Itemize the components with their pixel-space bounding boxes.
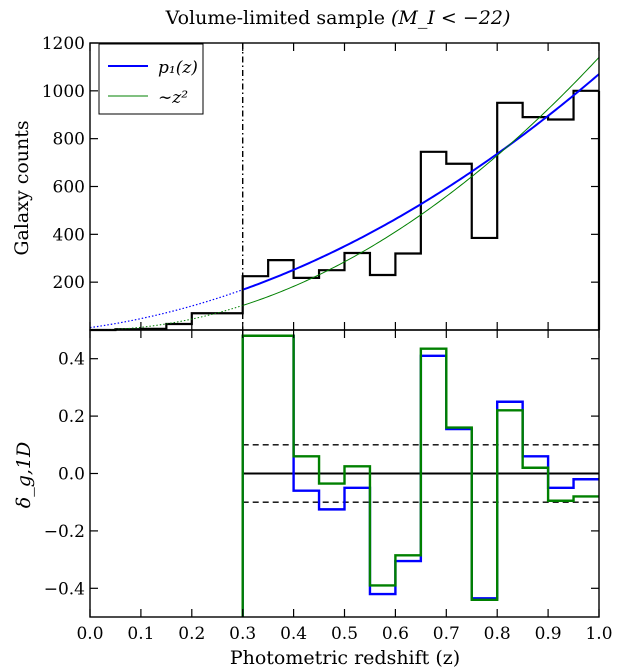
- chart-title-math: (M_I < −22): [391, 7, 510, 29]
- top-y-tick-label: 800: [53, 130, 85, 150]
- top-y-tick-label: 400: [53, 225, 85, 245]
- x-tick-label: 1.0: [585, 624, 612, 644]
- legend-frame: [98, 43, 204, 115]
- x-tick-label: 0.0: [76, 624, 103, 644]
- legend-label-z2: ∼z²: [158, 88, 188, 108]
- delta-panel: −0.4 −0.2 0.0 0.2 0.4 0.0 0.1 0.2 0.3 0.4 0.5 0.6 0.…: [44, 329, 613, 644]
- chart-title: Volume-limited sample (M_I < −22): [165, 7, 511, 29]
- x-tick-label: 0.5: [331, 624, 358, 644]
- x-tick-label: 0.8: [484, 624, 511, 644]
- top-y-tick-label: 1200: [42, 34, 85, 54]
- x-tick-label: 0.6: [382, 624, 409, 644]
- bottom-y-tick-label: 0.4: [58, 350, 85, 370]
- top-y-tick-label: 200: [53, 273, 85, 293]
- p1-curve-extrapolated: [89, 289, 243, 329]
- x-tick-label: 0.7: [433, 624, 460, 644]
- legend: p₁(z) ∼z²: [98, 43, 204, 115]
- top-y-tick-label: 600: [53, 178, 85, 198]
- bottom-y-tick-label: 0.0: [58, 465, 85, 485]
- top-y-axis-label: Galaxy counts: [11, 120, 33, 255]
- counts-panel: 200 400 600 800 1000 1200: [42, 34, 601, 332]
- chart-title-text: Volume-limited sample: [165, 7, 391, 29]
- bottom-y-axis-label: δ_g,1D: [13, 442, 35, 508]
- x-tick-label: 0.2: [178, 624, 205, 644]
- bottom-y-tick-label: −0.2: [44, 522, 85, 542]
- x-tick-label: 0.4: [280, 624, 307, 644]
- x-tick-label: 0.3: [229, 624, 256, 644]
- legend-label-p1: p₁(z): [158, 58, 198, 78]
- p1-curve: [242, 73, 600, 291]
- x-tick-label: 0.1: [127, 624, 154, 644]
- z2-curve: [242, 57, 600, 306]
- bottom-y-tick-label: −0.4: [44, 579, 85, 599]
- histogram-counts: [90, 89, 599, 332]
- bottom-y-tick-label: 0.2: [58, 407, 85, 427]
- x-axis-label: Photometric redshift (z): [230, 647, 460, 669]
- delta-step-z2: [241, 334, 599, 617]
- bottom-frame: [89, 329, 600, 618]
- x-tick-label: 0.9: [535, 624, 562, 644]
- top-y-tick-label: 1000: [42, 82, 85, 102]
